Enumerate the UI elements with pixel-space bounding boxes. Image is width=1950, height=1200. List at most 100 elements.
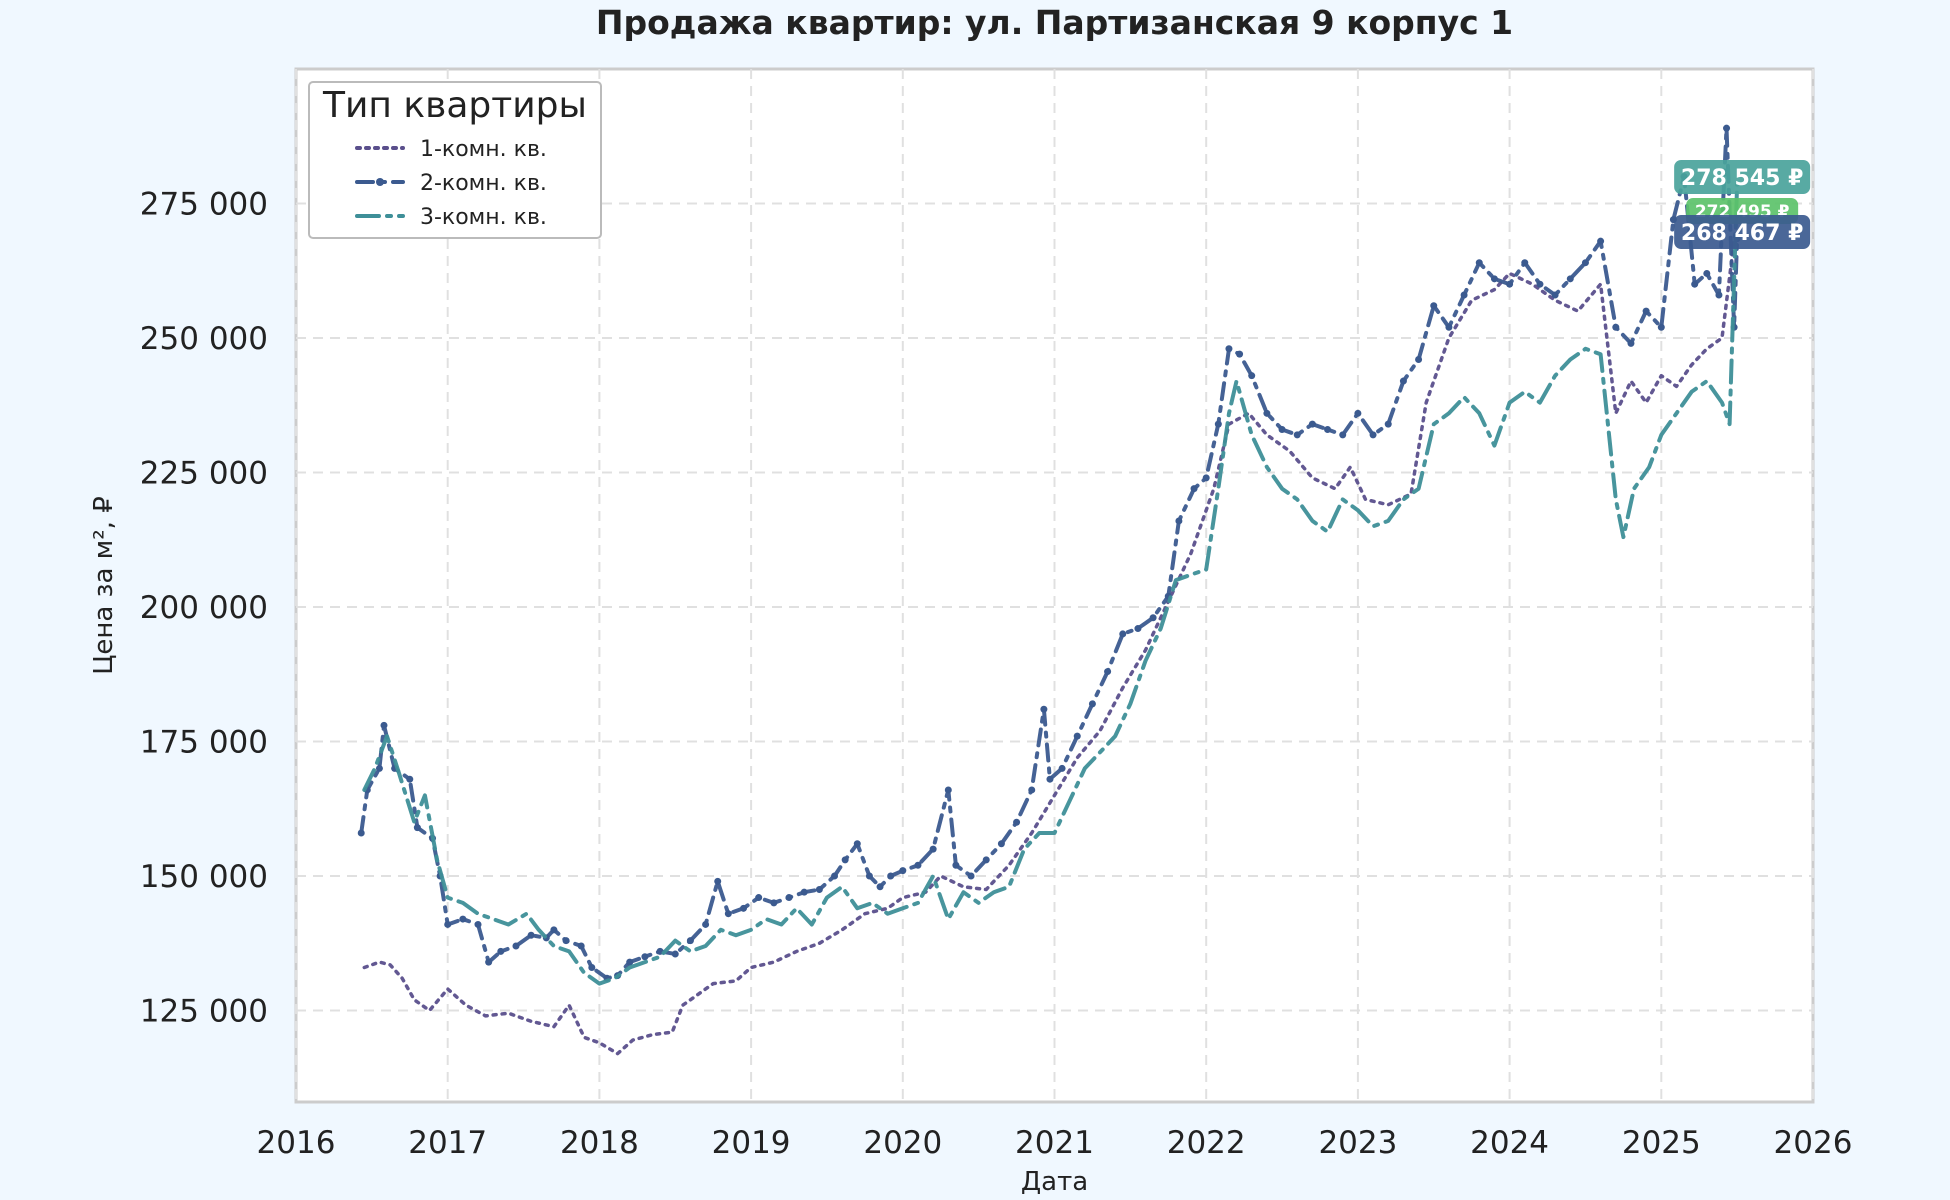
series-group — [357, 124, 1741, 1056]
series-line — [362, 215, 1739, 1056]
data-point — [1430, 302, 1438, 310]
data-point — [1293, 431, 1301, 439]
data-point — [1013, 818, 1021, 826]
data-point — [1278, 425, 1286, 433]
value-badge: 278 545 ₽ — [1674, 160, 1811, 194]
y-axis-label: Цена за м², ₽ — [89, 496, 119, 675]
x-tick-label: 2018 — [560, 1125, 639, 1161]
data-point — [380, 721, 388, 729]
data-point — [497, 947, 505, 955]
y-tick-label: 125 000 — [140, 994, 268, 1030]
y-tick-label: 175 000 — [140, 725, 268, 761]
y-tick-label: 200 000 — [140, 590, 268, 626]
data-point — [1657, 323, 1665, 331]
data-point — [914, 861, 922, 869]
data-point — [459, 915, 467, 923]
data-point — [1073, 732, 1081, 740]
series-2 — [357, 124, 1741, 982]
data-point — [550, 926, 558, 934]
legend-label: 1-комн. кв. — [420, 137, 547, 162]
data-point — [577, 942, 585, 950]
legend-item-2: 2-комн. кв. — [355, 171, 547, 196]
data-point — [887, 872, 895, 880]
data-point — [899, 867, 907, 875]
data-point — [527, 931, 535, 939]
data-point — [357, 829, 365, 837]
data-point — [1723, 124, 1731, 132]
data-point — [1088, 700, 1096, 708]
data-point — [740, 904, 748, 912]
data-point — [770, 899, 778, 907]
x-axis-label: Дата — [1021, 1167, 1088, 1197]
legend-box — [308, 81, 602, 239]
data-point — [831, 872, 839, 880]
y-axis: 125 000 150 000 175 000 200 000 225 000 250 0… — [140, 187, 268, 1030]
data-point — [1175, 517, 1183, 525]
x-tick-label: 2023 — [1318, 1125, 1397, 1161]
data-point — [1190, 485, 1198, 493]
data-point — [444, 920, 452, 928]
x-tick-label: 2022 — [1167, 1125, 1246, 1161]
data-point — [1506, 280, 1514, 288]
data-point — [1475, 259, 1483, 267]
chart-title: Продажа квартир: ул. Партизанская 9 корп… — [596, 3, 1513, 42]
data-point — [1308, 420, 1316, 428]
data-point — [1149, 614, 1157, 622]
data-point — [1028, 786, 1036, 794]
data-point — [800, 888, 808, 896]
x-tick-label: 2019 — [712, 1125, 791, 1161]
x-tick-label: 2020 — [863, 1125, 942, 1161]
y-tick-label: 150 000 — [140, 859, 268, 895]
data-point — [1046, 775, 1054, 783]
x-tick-label: 2026 — [1774, 1125, 1853, 1161]
data-point — [841, 856, 849, 864]
data-point — [1263, 409, 1271, 417]
data-point — [1490, 275, 1498, 283]
data-point — [1581, 259, 1589, 267]
data-point — [1384, 420, 1392, 428]
data-point — [1715, 291, 1723, 299]
data-point — [997, 840, 1005, 848]
x-tick-label: 2016 — [257, 1125, 336, 1161]
y-tick-label: 250 000 — [140, 321, 268, 357]
data-point — [375, 764, 383, 772]
data-point — [1415, 356, 1423, 364]
data-point — [1119, 630, 1127, 638]
data-point — [1104, 668, 1112, 676]
data-point — [1058, 764, 1066, 772]
data-point — [1536, 280, 1544, 288]
data-point — [686, 937, 694, 945]
data-point — [755, 894, 763, 902]
series-line — [362, 182, 1740, 986]
data-point — [588, 963, 596, 971]
badge-background — [1674, 160, 1811, 194]
data-point — [1642, 307, 1650, 315]
data-point — [815, 885, 823, 893]
x-tick-label: 2025 — [1622, 1125, 1701, 1161]
data-point — [967, 872, 975, 880]
data-point — [1460, 291, 1468, 299]
data-point — [626, 958, 634, 966]
data-point — [406, 775, 414, 783]
x-tick-label: 2017 — [408, 1125, 487, 1161]
data-point — [1236, 350, 1244, 358]
data-point — [671, 950, 679, 958]
y-tick-label: 275 000 — [140, 187, 268, 223]
grid — [295, 69, 1814, 1102]
data-point — [1202, 474, 1210, 482]
legend-title: Тип квартиры — [322, 85, 587, 126]
badge-label: 268 467 ₽ — [1681, 221, 1803, 246]
badge-background — [1674, 215, 1811, 249]
data-point — [1225, 345, 1233, 353]
x-tick-label: 2024 — [1470, 1125, 1549, 1161]
legend-label: 3-комн. кв. — [420, 205, 547, 230]
data-point — [413, 824, 421, 832]
data-point — [702, 920, 710, 928]
data-point — [1551, 291, 1559, 299]
data-point — [1354, 409, 1362, 417]
series-3 — [362, 182, 1740, 986]
data-point — [785, 894, 793, 902]
data-point — [562, 937, 570, 945]
legend-item-3: 3-комн. кв. — [355, 205, 547, 230]
